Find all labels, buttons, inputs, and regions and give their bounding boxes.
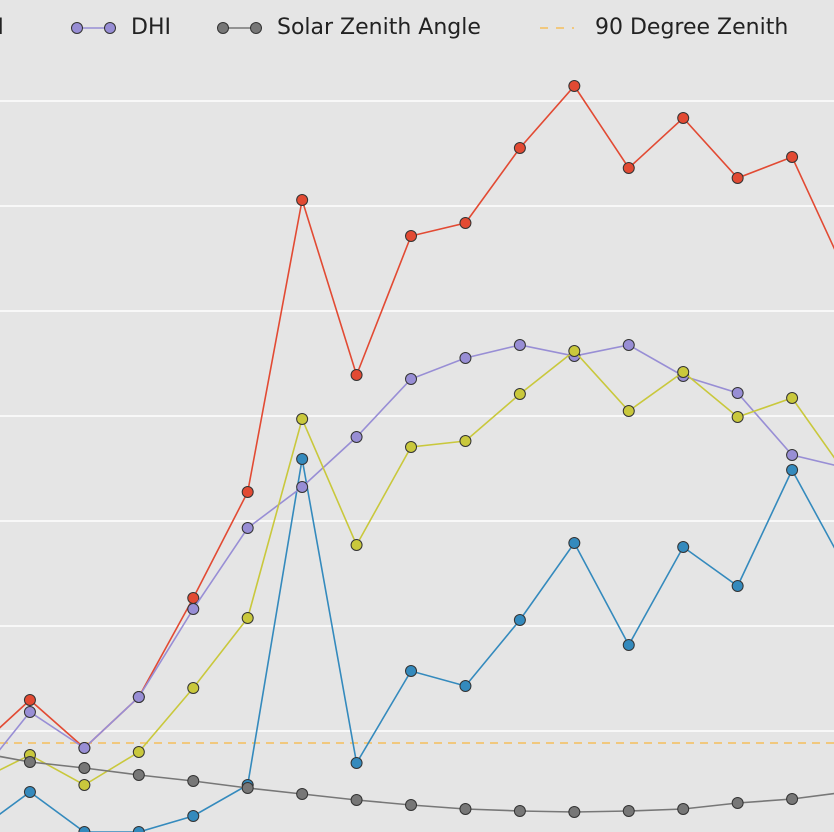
point (731, 411, 744, 423)
point (622, 162, 635, 174)
point (23, 694, 36, 706)
point (132, 691, 145, 703)
point (350, 757, 363, 769)
point (241, 522, 254, 534)
point (622, 339, 635, 351)
point (513, 142, 526, 154)
point (23, 706, 36, 718)
point (350, 794, 363, 806)
point (568, 537, 581, 549)
point (677, 112, 690, 124)
point (622, 639, 635, 651)
point (786, 793, 799, 805)
point (78, 742, 91, 754)
point (731, 580, 744, 592)
point (132, 746, 145, 758)
point (786, 151, 799, 163)
legend-marker (71, 22, 83, 34)
point (568, 80, 581, 92)
series-line (0, 84, 834, 750)
point (405, 373, 418, 385)
point (677, 366, 690, 378)
point (187, 810, 200, 822)
point (78, 826, 91, 832)
point (459, 680, 472, 692)
point (78, 762, 91, 774)
point (459, 217, 472, 229)
legend-label: Solar Zenith Angle (277, 15, 481, 40)
point (513, 805, 526, 817)
point (786, 464, 799, 476)
point (241, 782, 254, 794)
point (513, 614, 526, 626)
point (78, 779, 91, 791)
point (731, 172, 744, 184)
point (187, 682, 200, 694)
legend-marker (250, 22, 262, 34)
point (677, 803, 690, 815)
series-line (0, 344, 834, 751)
point (132, 769, 145, 781)
point (786, 392, 799, 404)
point (405, 441, 418, 453)
point (513, 339, 526, 351)
point (459, 352, 472, 364)
point (187, 603, 200, 615)
point (405, 230, 418, 242)
point (405, 665, 418, 677)
legend-marker (217, 22, 229, 34)
point (350, 369, 363, 381)
point (241, 486, 254, 498)
point (731, 797, 744, 809)
point (23, 756, 36, 768)
point (296, 194, 309, 206)
point (23, 786, 36, 798)
point (459, 435, 472, 447)
point (187, 775, 200, 787)
point (622, 805, 635, 817)
point (296, 413, 309, 425)
legend-label: 90 Degree Zenith (595, 15, 788, 40)
point (786, 449, 799, 461)
point (568, 806, 581, 818)
point (622, 405, 635, 417)
point (677, 541, 690, 553)
legend-marker (104, 22, 116, 34)
point (513, 388, 526, 400)
point (350, 431, 363, 443)
point (296, 453, 309, 465)
point (241, 612, 254, 624)
point (132, 826, 145, 832)
legend-label: DHI (131, 15, 171, 40)
legend-label: DNI (0, 15, 4, 40)
point (459, 803, 472, 815)
point (350, 539, 363, 551)
series-line (0, 458, 834, 832)
point (405, 799, 418, 811)
point (296, 788, 309, 800)
point (731, 387, 744, 399)
point (296, 481, 309, 493)
point (568, 345, 581, 357)
